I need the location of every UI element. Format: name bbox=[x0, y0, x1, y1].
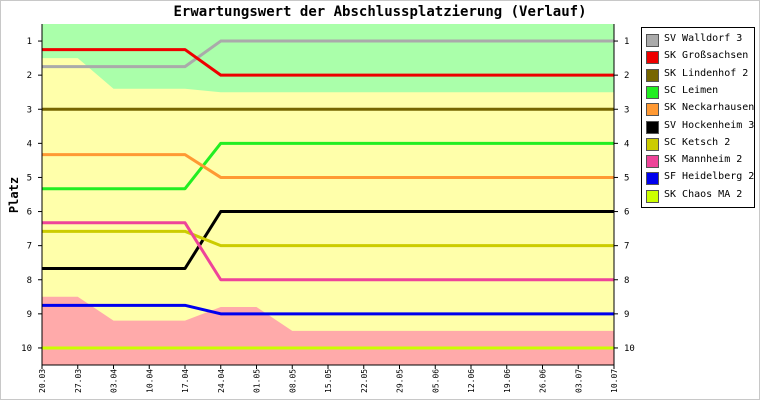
legend-label: SK Lindenhof 2 bbox=[664, 67, 749, 79]
y-tick-label-left: 10 bbox=[21, 344, 32, 354]
legend-swatch bbox=[646, 85, 659, 99]
legend-label: SK Mannheim 2 bbox=[664, 154, 743, 166]
legend-label: SC Leimen bbox=[664, 84, 719, 96]
legend-swatch bbox=[646, 137, 659, 151]
legend-label: SV Hockenheim 3 bbox=[664, 119, 755, 131]
legend-label: SF Heidelberg 2 bbox=[664, 171, 755, 183]
legend-swatch bbox=[646, 189, 659, 203]
legend-label: SV Walldorf 3 bbox=[664, 33, 743, 44]
y-tick-label-left: 8 bbox=[27, 276, 32, 286]
series-line-5 bbox=[42, 153, 614, 179]
series-line-4 bbox=[42, 141, 614, 191]
x-tick-label: 10.04 bbox=[145, 369, 154, 393]
x-tick-label: 26.06 bbox=[539, 369, 548, 393]
x-tick-label: 19.06 bbox=[503, 369, 512, 393]
series-line-7 bbox=[42, 229, 614, 248]
y-tick-label-right: 5 bbox=[624, 173, 629, 183]
x-tick-label: 27.03 bbox=[74, 369, 83, 393]
x-tick-label: 17.04 bbox=[181, 369, 190, 393]
x-tick-label: 08.05 bbox=[288, 369, 297, 393]
x-tick-label: 12.06 bbox=[467, 369, 476, 393]
legend-swatch bbox=[646, 34, 659, 47]
legend-item: SC Ketsch 2 bbox=[646, 137, 754, 153]
legend-item: SK Neckarhausen bbox=[646, 102, 754, 118]
x-tick-label: 22.05 bbox=[360, 369, 369, 393]
legend-item: SV Walldorf 3 bbox=[646, 33, 754, 49]
x-tick-label: 05.06 bbox=[431, 369, 440, 393]
x-tick-label: 03.04 bbox=[110, 369, 119, 393]
series-line-1 bbox=[42, 39, 614, 69]
legend-item: SC Leimen bbox=[646, 85, 754, 101]
y-axis-label: Platz bbox=[7, 176, 21, 214]
y-tick-label-left: 6 bbox=[27, 208, 32, 218]
y-tick-label-left: 7 bbox=[27, 242, 32, 252]
y-tick-label-right: 6 bbox=[624, 208, 629, 218]
legend-swatch bbox=[646, 172, 659, 186]
series-line-6 bbox=[42, 210, 614, 270]
legend-item: SF Heidelberg 2 bbox=[646, 171, 754, 187]
y-tick-label-left: 2 bbox=[27, 71, 32, 81]
y-tick-label-right: 2 bbox=[624, 71, 629, 81]
y-tick-label-right: 9 bbox=[624, 310, 629, 320]
y-tick-label-left: 3 bbox=[27, 105, 32, 115]
y-tick-label-right: 3 bbox=[624, 105, 629, 115]
series-line-2 bbox=[42, 48, 614, 77]
x-tick-label: 01.05 bbox=[253, 369, 262, 393]
legend-swatch bbox=[646, 51, 659, 65]
series-layer bbox=[42, 39, 614, 350]
legend: SV Walldorf 3 SK Großsachsen SK Lindenhof … bbox=[641, 27, 755, 208]
y-tick-label-right: 1 bbox=[624, 37, 629, 47]
x-tick-label: 24.04 bbox=[217, 369, 226, 393]
x-tick-label: 03.07 bbox=[574, 369, 583, 393]
y-tick-label-right: 8 bbox=[624, 276, 629, 286]
band-promotion bbox=[42, 24, 614, 93]
legend-swatch bbox=[646, 120, 659, 134]
legend-item: SV Hockenheim 3 bbox=[646, 120, 754, 136]
series-line-8 bbox=[42, 221, 614, 282]
legend-item: SK Chaos MA 2 bbox=[646, 189, 754, 205]
y-tick-label-left: 9 bbox=[27, 310, 32, 320]
legend-swatch bbox=[646, 155, 659, 169]
x-tick-label: 20.03 bbox=[38, 369, 47, 393]
series-line-9 bbox=[42, 303, 614, 316]
legend-label: SK Großsachsen bbox=[664, 50, 749, 62]
y-tick-label-left: 5 bbox=[27, 173, 32, 183]
legend-swatch bbox=[646, 68, 659, 82]
y-tick-label-right: 4 bbox=[624, 139, 629, 149]
legend-item: SK Lindenhof 2 bbox=[646, 68, 754, 84]
legend-item: SK Großsachsen bbox=[646, 50, 754, 66]
y-tick-label-left: 4 bbox=[27, 139, 32, 149]
chart-title: Erwartungswert der Abschlussplatzierung … bbox=[173, 4, 587, 20]
x-tick-label: 29.05 bbox=[396, 369, 405, 393]
legend-label: SK Chaos MA 2 bbox=[664, 188, 743, 200]
legend-swatch bbox=[646, 103, 659, 117]
legend-item: SK Mannheim 2 bbox=[646, 154, 754, 170]
y-tick-label-right: 7 bbox=[624, 242, 629, 252]
y-tick-label-right: 10 bbox=[624, 344, 635, 354]
axes-layer: 1 1 2 2 3 3 4 4 5 5 6 6 7 7 8 8 9 9 10 10 20.03 27.03 03.04 10.… bbox=[21, 24, 635, 393]
x-tick-label: 15.05 bbox=[324, 369, 333, 393]
legend-label: SK Neckarhausen bbox=[664, 102, 755, 114]
legend-label: SC Ketsch 2 bbox=[664, 136, 731, 148]
y-tick-label-left: 1 bbox=[27, 37, 32, 47]
x-tick-label: 10.07 bbox=[610, 369, 619, 393]
